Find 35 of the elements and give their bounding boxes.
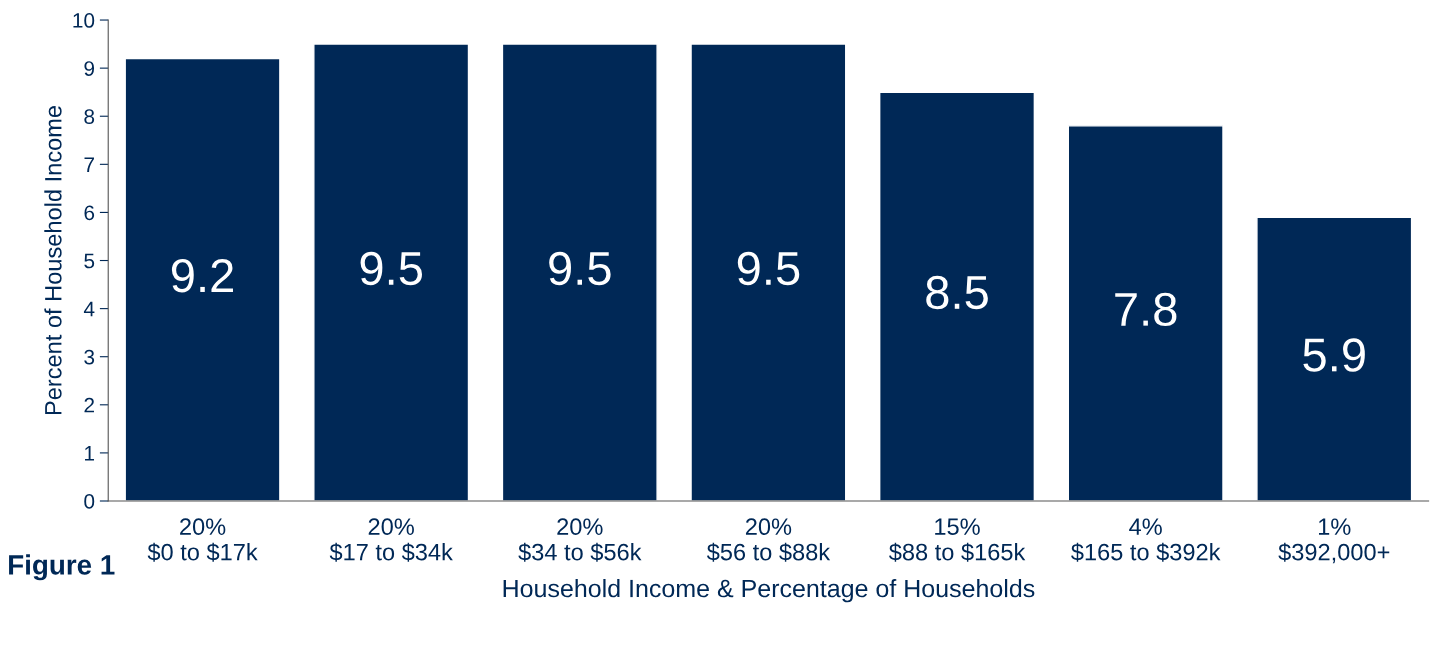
y-tick-label: 4 (83, 301, 95, 317)
bar (124, 57, 281, 501)
data-label: 9.5 (737, 251, 800, 286)
x-axis-title: Household Income & Percentage of Households (503, 579, 1035, 603)
x-tick-label: 20% $56 to $88k (706, 518, 831, 562)
y-axis-title: Percent of Household Income (44, 106, 62, 415)
caption: Figure 1 (9, 554, 115, 581)
bar (690, 43, 847, 501)
x-tick-label: 20% $34 to $56k (518, 518, 642, 562)
y-tick-label: 8 (84, 109, 95, 124)
data-label: 7.8 (1115, 292, 1177, 327)
y-tick-label: 1 (85, 446, 95, 461)
bar (1067, 125, 1224, 501)
data-label: 8.5 (926, 275, 988, 310)
data-label: 9.5 (360, 251, 422, 286)
bar (1256, 216, 1413, 501)
data-label: 9.5 (549, 251, 611, 286)
x-tick-label: 15% $88 to $165k (889, 518, 1026, 562)
data-label: 9.2 (171, 259, 233, 293)
x-tick-label: 1% $392,000+ (1278, 518, 1390, 564)
bar (313, 43, 470, 501)
y-tick-label: 7 (84, 157, 94, 172)
y-tick-label: 9 (84, 61, 95, 76)
x-tick-label: 20% $17 to $34k (329, 518, 453, 562)
bar (501, 43, 658, 501)
data-label: 5.9 (1303, 338, 1365, 372)
bar (878, 91, 1036, 501)
y-tick-label: 5 (84, 253, 95, 269)
x-tick-label: 4% $165 to $392k (1071, 518, 1221, 562)
y-tick-label: 2 (84, 397, 94, 413)
x-tick-label: 20% $0 to $17k (147, 518, 258, 562)
y-tick-label: 6 (84, 205, 95, 221)
y-tick-label: 10 (73, 13, 95, 28)
y-tick-label: 0 (84, 494, 95, 509)
y-tick-label: 3 (84, 349, 95, 365)
